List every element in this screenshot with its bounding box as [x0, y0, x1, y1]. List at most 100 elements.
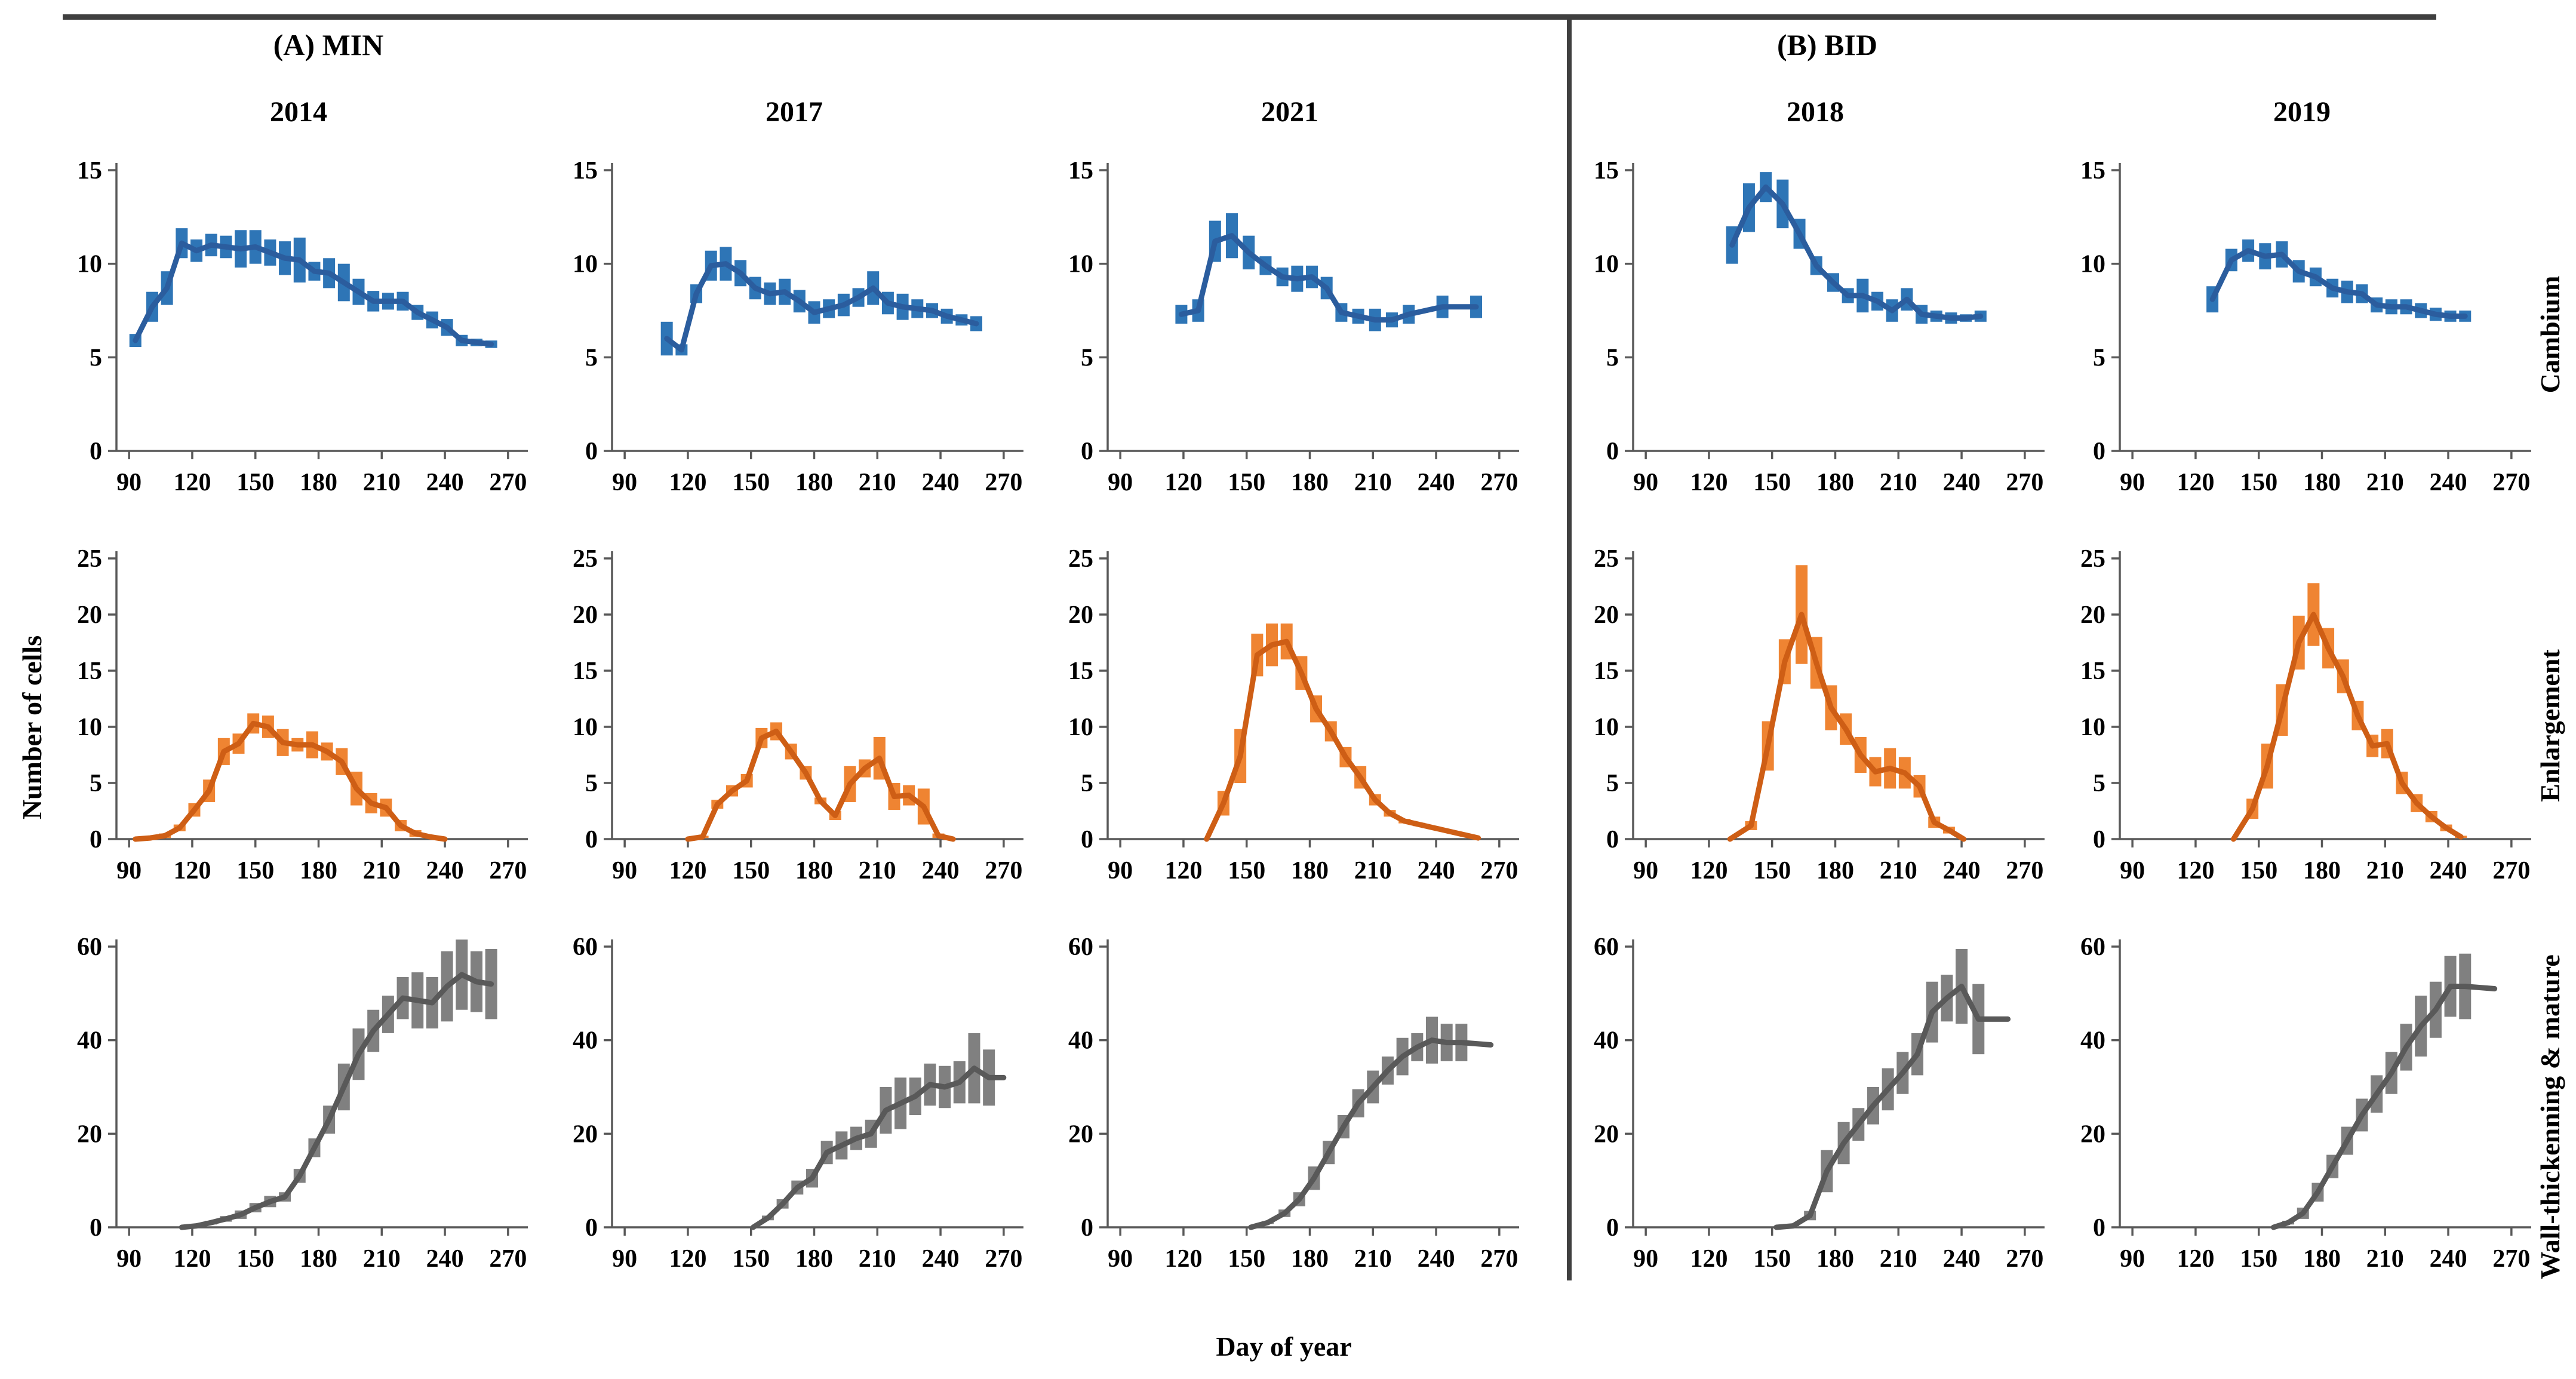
error-bars [1261, 1016, 1468, 1224]
svg-text:10: 10 [573, 714, 598, 741]
svg-text:25: 25 [1068, 545, 1093, 573]
series-line [133, 240, 494, 347]
tick-labels: 0 20 40 60 90 120 150 180 210 240 270 [573, 933, 1022, 1273]
svg-text:0: 0 [2093, 438, 2105, 465]
svg-text:0: 0 [585, 826, 598, 853]
tick-labels: 0 20 40 60 90 120 150 180 210 240 270 [2080, 933, 2530, 1273]
chart-panel-wall-thickenning-mature-2021: 0 20 40 60 90 120 150 180 210 240 270 [1051, 929, 1529, 1311]
axes [1099, 551, 1519, 847]
svg-text:180: 180 [2303, 1245, 2341, 1273]
svg-text:15: 15 [77, 658, 102, 685]
chart-svg: 0 5 10 15 20 25 90 120 150 180 210 240 270 [2080, 545, 2531, 884]
svg-text:150: 150 [236, 1245, 274, 1273]
svg-text:270: 270 [489, 857, 527, 884]
svg-text:20: 20 [2080, 601, 2105, 629]
svg-text:90: 90 [1633, 1245, 1658, 1273]
chart-panel-enlargement-2018: 0 5 10 15 20 25 90 120 150 180 210 240 270 [1576, 540, 2054, 923]
svg-text:5: 5 [585, 344, 598, 371]
svg-text:60: 60 [573, 933, 598, 961]
svg-text:120: 120 [1164, 857, 1202, 884]
svg-text:5: 5 [90, 770, 102, 797]
column-header-2021: 2021 [1261, 96, 1318, 128]
axes [2111, 163, 2531, 459]
svg-text:5: 5 [1081, 344, 1093, 371]
svg-text:15: 15 [2080, 658, 2105, 685]
tick-labels: 0 5 10 15 20 25 90 120 150 180 210 240 270 [573, 545, 1022, 884]
svg-text:120: 120 [669, 469, 706, 496]
svg-text:210: 210 [1880, 469, 1917, 496]
svg-text:120: 120 [173, 469, 211, 496]
svg-text:0: 0 [1606, 826, 1619, 853]
svg-text:150: 150 [1753, 1245, 1791, 1273]
svg-text:15: 15 [1594, 658, 1619, 685]
chart-panel-wall-thickenning-mature-2018: 0 20 40 60 90 120 150 180 210 240 270 [1576, 929, 2054, 1311]
tick-labels: 0 5 10 15 90 120 150 180 210 240 270 [77, 157, 527, 496]
svg-text:10: 10 [1068, 714, 1093, 741]
series-line [1204, 638, 1481, 842]
axes [1099, 163, 1519, 459]
svg-text:120: 120 [2177, 857, 2214, 884]
svg-text:5: 5 [1081, 770, 1093, 797]
svg-text:210: 210 [2366, 1245, 2404, 1273]
chart-svg: 0 5 10 15 20 25 90 120 150 180 210 240 270 [1068, 545, 1519, 884]
svg-text:210: 210 [363, 469, 401, 496]
tick-labels: 0 20 40 60 90 120 150 180 210 240 270 [1594, 933, 2043, 1273]
chart-svg: 0 20 40 60 90 120 150 180 210 240 270 [1068, 933, 1519, 1273]
series-line [1727, 612, 1967, 842]
svg-text:0: 0 [2093, 1214, 2105, 1242]
svg-text:210: 210 [859, 469, 896, 496]
svg-text:180: 180 [300, 857, 337, 884]
svg-text:0: 0 [90, 826, 102, 853]
series-line [1178, 233, 1479, 323]
chart-svg: 0 5 10 15 90 120 150 180 210 240 270 [1594, 157, 2045, 496]
svg-text:270: 270 [2006, 469, 2043, 496]
series-line [2230, 612, 2464, 842]
svg-text:0: 0 [1081, 826, 1093, 853]
svg-text:150: 150 [732, 469, 770, 496]
svg-text:240: 240 [1943, 469, 1981, 496]
tick-labels: 0 20 40 60 90 120 150 180 210 240 270 [1068, 933, 1518, 1273]
axes [604, 939, 1023, 1236]
svg-text:270: 270 [985, 1245, 1022, 1273]
svg-text:25: 25 [2080, 545, 2105, 573]
chart-svg: 0 5 10 15 90 120 150 180 210 240 270 [77, 157, 528, 496]
svg-text:270: 270 [1480, 1245, 1518, 1273]
svg-text:150: 150 [236, 469, 274, 496]
tick-labels: 0 5 10 15 20 25 90 120 150 180 210 240 270 [2080, 545, 2530, 884]
x-axis-title: Day of year [1216, 1331, 1352, 1362]
series-line [1773, 984, 2011, 1230]
series-line [1248, 1037, 1494, 1230]
svg-text:150: 150 [1753, 469, 1791, 496]
svg-text:90: 90 [612, 469, 637, 496]
svg-text:180: 180 [300, 1245, 337, 1273]
svg-text:120: 120 [1164, 1245, 1202, 1273]
tick-labels: 0 5 10 15 90 120 150 180 210 240 270 [573, 157, 1022, 496]
svg-text:10: 10 [77, 714, 102, 741]
svg-text:240: 240 [1943, 857, 1981, 884]
svg-text:0: 0 [1081, 1214, 1093, 1242]
svg-text:90: 90 [116, 469, 142, 496]
svg-text:0: 0 [585, 1214, 598, 1242]
svg-text:5: 5 [2093, 344, 2105, 371]
chart-svg: 0 5 10 15 90 120 150 180 210 240 270 [2080, 157, 2531, 496]
svg-text:120: 120 [2177, 469, 2214, 496]
svg-text:180: 180 [795, 1245, 833, 1273]
svg-text:20: 20 [77, 1120, 102, 1148]
chart-svg: 0 5 10 15 90 120 150 180 210 240 270 [573, 157, 1023, 496]
svg-text:210: 210 [2366, 857, 2404, 884]
error-bars [1175, 213, 1483, 331]
svg-text:120: 120 [2177, 1245, 2214, 1273]
svg-text:20: 20 [1068, 1120, 1093, 1148]
svg-text:10: 10 [1594, 251, 1619, 278]
axes [1625, 163, 2045, 459]
svg-text:5: 5 [1606, 344, 1619, 371]
chart-svg: 0 20 40 60 90 120 150 180 210 240 270 [2080, 933, 2531, 1273]
svg-text:120: 120 [173, 1245, 211, 1273]
svg-text:5: 5 [1606, 770, 1619, 797]
chart-panel-cambium-2021: 0 5 10 15 90 120 150 180 210 240 270 [1051, 152, 1529, 535]
svg-text:0: 0 [1606, 438, 1619, 465]
svg-text:90: 90 [116, 857, 142, 884]
svg-text:270: 270 [2006, 1245, 2043, 1273]
column-header-2017: 2017 [766, 96, 823, 128]
